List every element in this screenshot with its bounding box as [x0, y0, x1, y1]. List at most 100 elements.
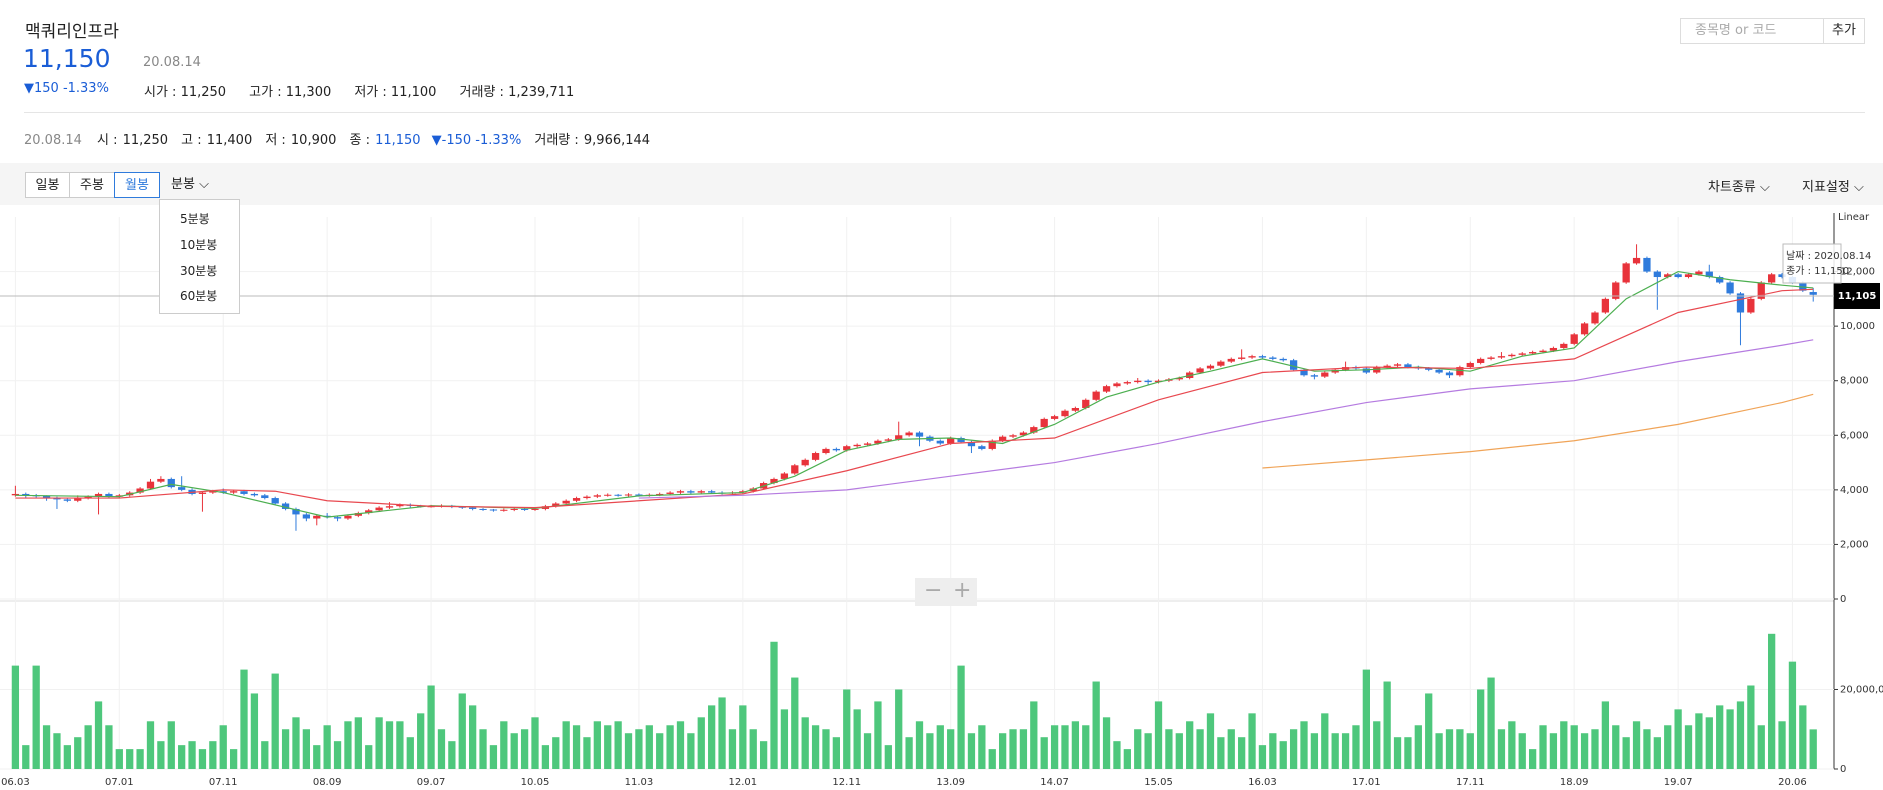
candle-body: [1009, 435, 1017, 437]
volume-bar: [385, 721, 394, 769]
search-input[interactable]: 종목명 or 코드: [1680, 18, 1824, 44]
volume-bar: [437, 729, 446, 769]
dropdown-option[interactable]: 5분봉: [180, 212, 210, 226]
minute-dropdown[interactable]: 분봉 ⌵: [171, 177, 209, 192]
candle-body: [240, 491, 248, 494]
volume-bar: [656, 733, 664, 769]
volume-bar: [749, 729, 757, 769]
volume-bar: [614, 721, 622, 769]
candle-body: [1580, 323, 1589, 335]
candle-body: [1435, 369, 1443, 373]
volume-bar: [957, 665, 965, 769]
volume-bar: [1383, 681, 1391, 769]
volume-bar: [1144, 733, 1152, 769]
current-price: 11,150: [23, 44, 111, 73]
candle-body: [1528, 352, 1537, 354]
volume-bar: [74, 737, 82, 769]
candle-body: [209, 491, 217, 493]
period-button[interactable]: 주봉: [69, 172, 115, 198]
zoom-in[interactable]: +: [953, 578, 972, 603]
period-button[interactable]: 일봉: [25, 172, 70, 198]
volume-bar: [146, 721, 155, 769]
ohlc-value: 10,900: [290, 133, 337, 148]
volume-bar: [739, 705, 747, 769]
x-tick-label: 06.03: [1, 777, 30, 788]
candle-body: [1695, 271, 1703, 275]
dropdown-option[interactable]: 10분봉: [180, 238, 218, 252]
period-button-active[interactable]: 월봉: [114, 172, 160, 198]
candle-body: [84, 496, 92, 499]
candle-body: [375, 507, 383, 511]
candle-body: [915, 432, 924, 437]
candle-body: [1664, 274, 1672, 278]
x-tick-label: 08.09: [313, 777, 342, 788]
volume-bar: [801, 717, 809, 769]
candle-body: [1632, 257, 1641, 264]
candle-body: [1300, 369, 1308, 376]
candle-body: [1102, 386, 1111, 392]
candle-body: [323, 515, 331, 518]
volume-bar: [344, 721, 352, 769]
candle-body: [1497, 356, 1506, 358]
volume-bar: [947, 729, 955, 769]
candle-body: [385, 506, 394, 508]
volume-bar: [1684, 725, 1693, 769]
volume-bar: [572, 725, 581, 769]
candle-body: [292, 508, 300, 515]
candle-body: [1269, 357, 1277, 359]
ohlc-label: 시 :: [96, 133, 118, 148]
volume-bar: [1445, 729, 1454, 769]
candle-body: [1092, 391, 1100, 400]
candle-body: [801, 459, 809, 466]
volume-bar: [209, 741, 217, 769]
volume-bar: [1040, 737, 1048, 769]
volume-bar: [448, 741, 456, 769]
zoom-out[interactable]: −: [924, 578, 943, 603]
candle-body: [1487, 357, 1495, 359]
volume-bar: [323, 725, 331, 769]
volume-bar: [1196, 729, 1204, 769]
volume-bar: [1310, 733, 1319, 769]
volume-bar: [1279, 741, 1287, 769]
dropdown-option[interactable]: 30분봉: [180, 264, 218, 278]
dropdown-option[interactable]: 60분봉: [180, 289, 218, 303]
volume-bar: [281, 729, 290, 769]
x-tick-label: 19.07: [1664, 777, 1693, 788]
dropdown-menu: 5분봉 10분봉 30분봉 60분봉: [159, 199, 240, 314]
candle-body: [1653, 271, 1661, 278]
tooltip-text: 종가 : 11,150: [1786, 265, 1849, 277]
candle-body: [853, 444, 861, 447]
candle-body: [1404, 364, 1412, 368]
add-button[interactable]: 추가: [1823, 18, 1865, 44]
moving-average: [15, 288, 1814, 509]
candle-body: [604, 494, 612, 496]
volume-bar: [780, 709, 789, 769]
candle-body: [1217, 361, 1225, 366]
candle-body: [1061, 410, 1069, 417]
volume-bar: [926, 733, 934, 769]
indicator-menu[interactable]: 지표설정 ⌵: [1802, 180, 1864, 195]
volume-bar: [1113, 741, 1121, 769]
zoom-controls: − +: [915, 578, 977, 606]
volume-bar: [1456, 729, 1464, 769]
volume-bar: [583, 737, 591, 769]
toolbar: [0, 163, 1883, 205]
volume-bar: [479, 729, 487, 769]
stat-value: 1,239,711: [508, 85, 575, 100]
volume-bar: [1612, 725, 1620, 769]
y-tick-label: 6,000: [1840, 430, 1869, 441]
volume-bar: [1788, 661, 1797, 769]
candle-body: [843, 446, 851, 451]
volume-bar: [1092, 681, 1100, 769]
candle-body: [635, 494, 643, 496]
ohlc-date: 20.08.14: [24, 133, 82, 148]
volume-bar: [1435, 733, 1443, 769]
chart-type-menu[interactable]: 차트종류 ⌵: [1708, 180, 1770, 195]
volume-bar: [396, 721, 404, 769]
volume-bar: [1414, 725, 1422, 769]
volume-bar: [728, 729, 737, 769]
volume-bar: [1321, 713, 1329, 769]
candle-body: [1289, 360, 1298, 370]
volume-bar: [1528, 749, 1537, 769]
ohlc-value: 11,250: [122, 133, 169, 148]
